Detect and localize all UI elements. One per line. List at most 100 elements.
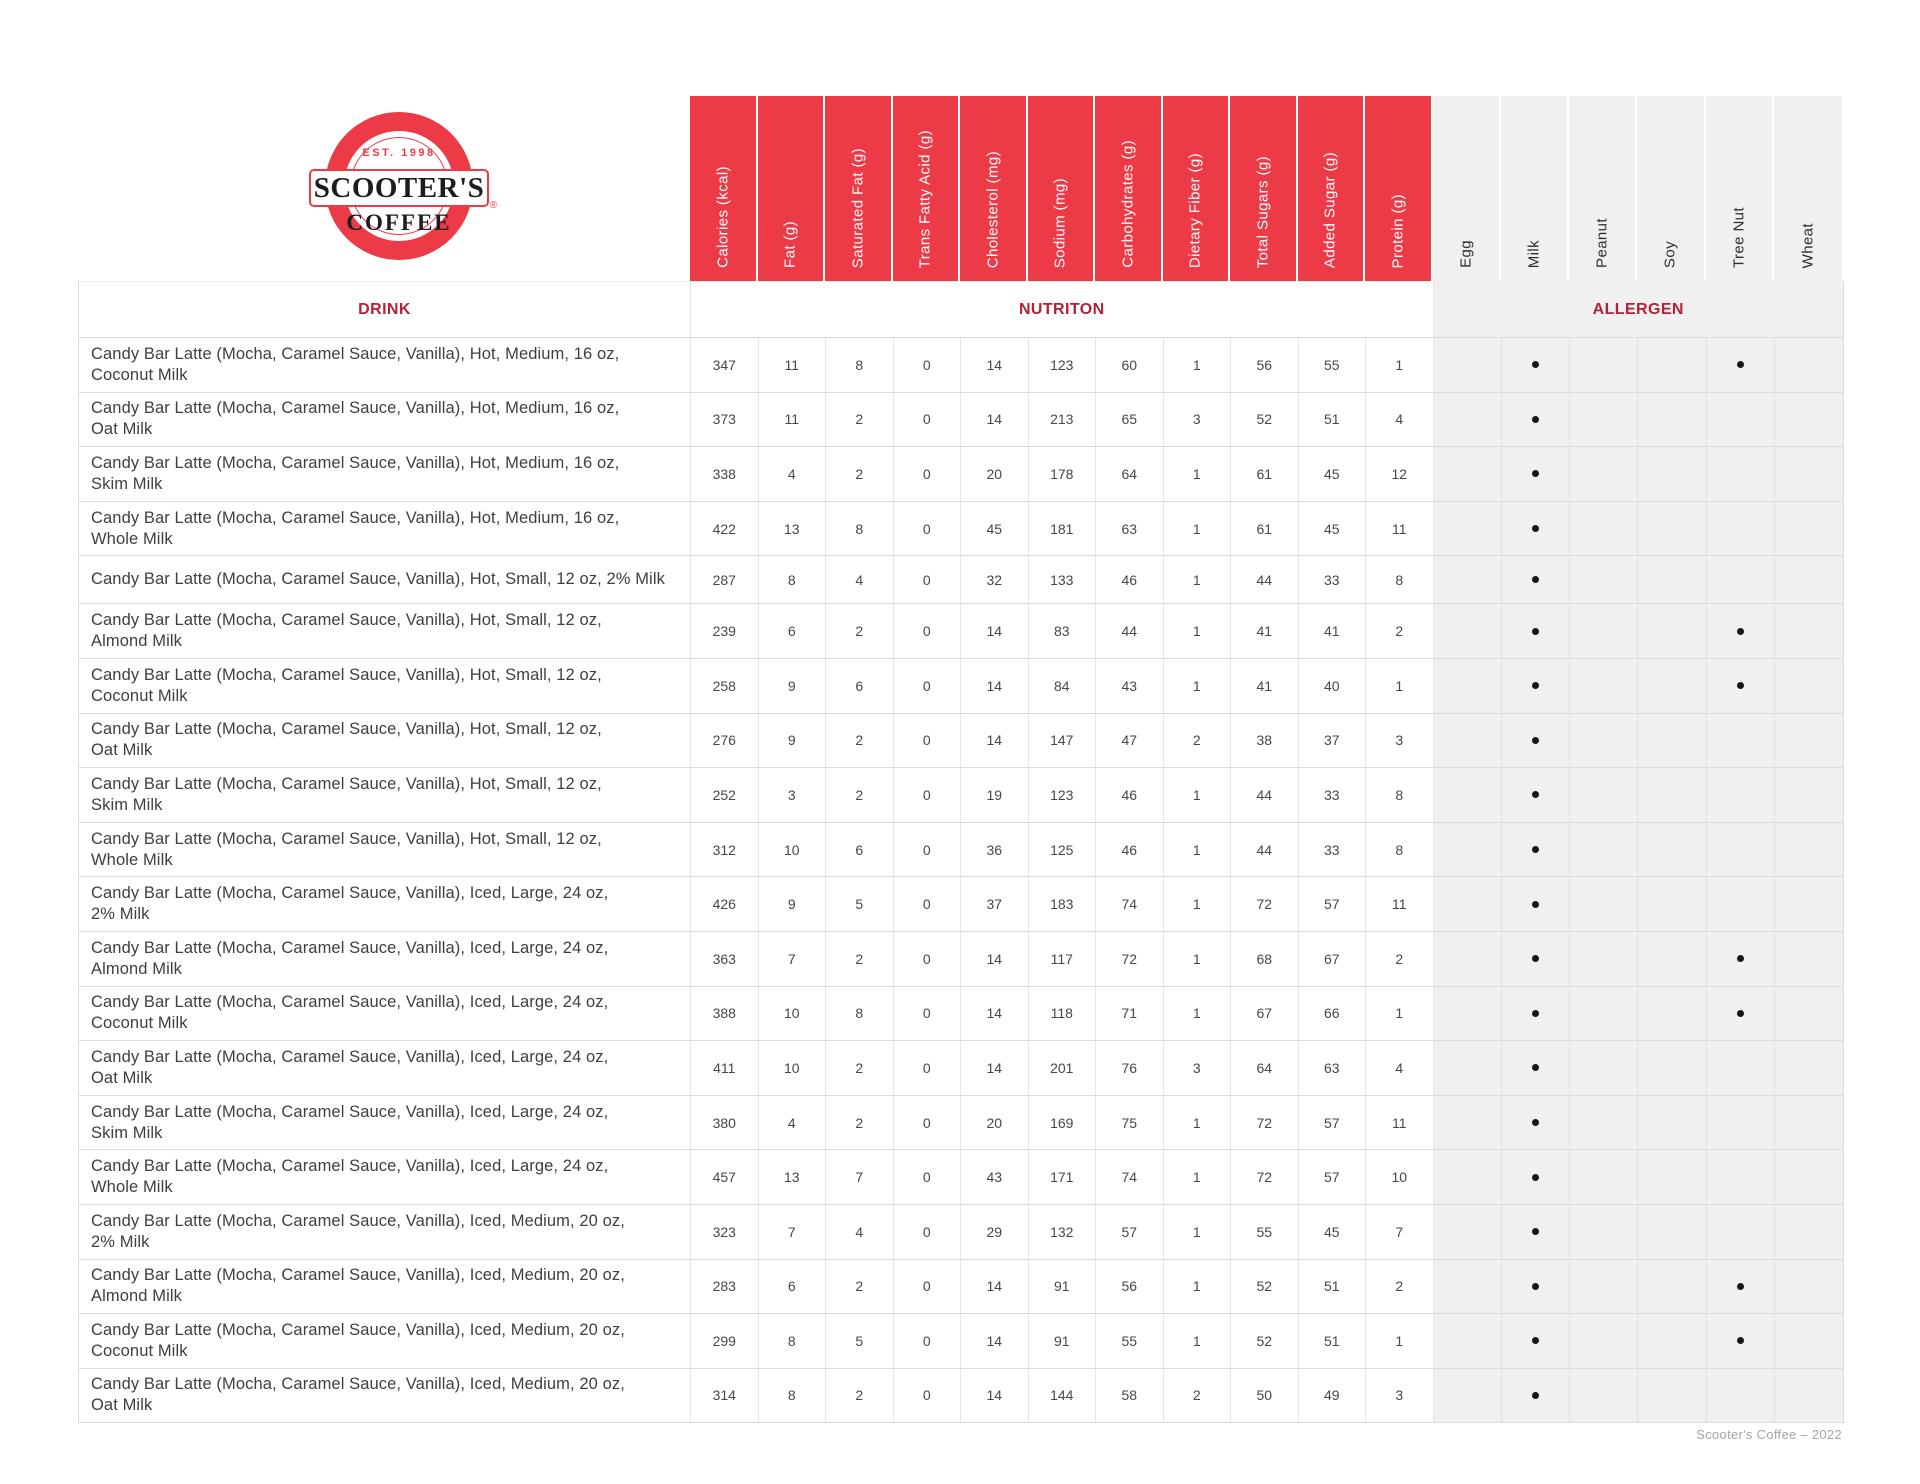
- drink-name-line: Oat Milk: [91, 1068, 153, 1087]
- allergen-cell-egg: [1433, 1259, 1502, 1314]
- nutrition-value: 0: [894, 768, 961, 822]
- nutrition-column-header-5: Sodium (mg): [1027, 96, 1095, 281]
- nutrition-value: 44: [1231, 768, 1299, 822]
- table-row: Candy Bar Latte (Mocha, Caramel Sauce, V…: [79, 604, 1843, 659]
- nutrition-value: 66: [1299, 986, 1366, 1041]
- allergen-dot: [1531, 1337, 1539, 1345]
- nutrition-value: 33: [1299, 822, 1366, 877]
- allergen-cell-milk: [1501, 768, 1570, 822]
- nutrition-value: 338: [691, 447, 759, 501]
- allergen-cell-tree-nut: [1706, 822, 1775, 877]
- nutrition-value: 14: [961, 1368, 1029, 1423]
- drink-name-line: Almond Milk: [91, 632, 182, 651]
- nutrition-value: 68: [1231, 931, 1299, 986]
- nutrition-value: 239: [691, 604, 759, 658]
- nutrition-value: 50: [1231, 1368, 1299, 1423]
- nutrition-value: 61: [1231, 447, 1299, 501]
- nutrition-value: 29: [961, 1204, 1029, 1259]
- nutrition-value: 5: [826, 877, 894, 931]
- allergen-cell-soy: [1638, 877, 1707, 931]
- nutrition-value: 2: [826, 392, 894, 447]
- allergen-dot: [1531, 900, 1539, 908]
- nutrition-value: 1: [1366, 986, 1434, 1041]
- drink-name: Candy Bar Latte (Mocha, Caramel Sauce, V…: [79, 658, 691, 713]
- drink-name: Candy Bar Latte (Mocha, Caramel Sauce, V…: [79, 1259, 691, 1314]
- nutrition-column-header-6: Carbohydrates (g): [1095, 96, 1163, 281]
- column-header-label: Calories (kcal): [714, 166, 732, 268]
- table-row: Candy Bar Latte (Mocha, Caramel Sauce, V…: [79, 986, 1843, 1042]
- drink-name: Candy Bar Latte (Mocha, Caramel Sauce, V…: [79, 713, 691, 768]
- allergen-dot: [1736, 1282, 1744, 1290]
- logo-cell: EST. 1998 SCOOTER'S COFFEE ®: [78, 96, 690, 281]
- allergen-cell-wheat: [1774, 877, 1843, 931]
- drink-name: Candy Bar Latte (Mocha, Caramel Sauce, V…: [79, 447, 691, 501]
- nutrition-value: 43: [1096, 658, 1164, 713]
- nutrition-value: 258: [691, 658, 759, 713]
- nutrition-value: 46: [1096, 768, 1164, 822]
- nutrition-value: 3: [759, 768, 826, 822]
- nutrition-value: 65: [1096, 392, 1164, 447]
- table-row: Candy Bar Latte (Mocha, Caramel Sauce, V…: [79, 501, 1843, 557]
- drink-name-line: Candy Bar Latte (Mocha, Caramel Sauce, V…: [91, 1157, 609, 1176]
- nutrition-value: 3: [1164, 392, 1231, 447]
- allergen-cell-wheat: [1774, 1150, 1843, 1204]
- allergen-cell-egg: [1433, 822, 1502, 877]
- drink-name: Candy Bar Latte (Mocha, Caramel Sauce, V…: [79, 556, 691, 604]
- nutrition-value: 123: [1029, 768, 1096, 822]
- nutrition-value: 1: [1366, 658, 1434, 713]
- allergen-dot: [1531, 415, 1539, 423]
- allergen-cell-soy: [1638, 1368, 1707, 1423]
- nutrition-value: 380: [691, 1095, 759, 1150]
- allergen-cell-peanut: [1570, 1150, 1639, 1204]
- nutrition-value: 75: [1096, 1095, 1164, 1150]
- nutrition-value: 58: [1096, 1368, 1164, 1423]
- nutrition-value: 4: [1366, 392, 1434, 447]
- nutrition-value: 74: [1096, 1150, 1164, 1204]
- footer-credit: Scooter's Coffee – 2022: [1696, 1427, 1842, 1442]
- nutrition-value: 213: [1029, 392, 1096, 447]
- table-row: Candy Bar Latte (Mocha, Caramel Sauce, V…: [79, 931, 1843, 987]
- allergen-dot: [1531, 1173, 1539, 1181]
- allergen-dot: [1531, 470, 1539, 478]
- nutrition-value: 0: [894, 713, 961, 768]
- drink-name-line: Candy Bar Latte (Mocha, Caramel Sauce, V…: [91, 344, 620, 363]
- nutrition-value: 0: [894, 931, 961, 986]
- nutrition-value: 1: [1164, 556, 1231, 604]
- allergen-cell-wheat: [1774, 1204, 1843, 1259]
- nutrition-value: 1: [1164, 1095, 1231, 1150]
- allergen-cell-tree-nut: [1706, 1041, 1775, 1095]
- scooters-coffee-logo: EST. 1998 SCOOTER'S COFFEE ®: [309, 112, 497, 260]
- nutrition-value: 14: [961, 931, 1029, 986]
- nutrition-value: 2: [826, 1095, 894, 1150]
- table-row: Candy Bar Latte (Mocha, Caramel Sauce, V…: [79, 658, 1843, 714]
- allergen-cell-peanut: [1570, 986, 1639, 1041]
- nutrition-value: 20: [961, 1095, 1029, 1150]
- allergen-cell-tree-nut: [1706, 931, 1775, 986]
- allergen-cell-milk: [1501, 392, 1570, 447]
- allergen-cell-wheat: [1774, 501, 1843, 556]
- column-header-label: Sodium (mg): [1051, 177, 1069, 268]
- table-row: Candy Bar Latte (Mocha, Caramel Sauce, V…: [79, 1041, 1843, 1096]
- allergen-cell-peanut: [1570, 822, 1639, 877]
- allergen-cell-egg: [1433, 658, 1502, 713]
- allergen-dot: [1736, 682, 1744, 690]
- allergen-column-header-4: Tree Nut: [1705, 96, 1774, 281]
- nutrition-value: 2: [1164, 1368, 1231, 1423]
- nutrition-value: 46: [1096, 822, 1164, 877]
- allergen-dot: [1531, 1119, 1539, 1127]
- nutrition-value: 1: [1164, 658, 1231, 713]
- drink-name-line: Skim Milk: [91, 1123, 163, 1142]
- nutrition-value: 57: [1299, 877, 1366, 931]
- allergen-cell-milk: [1501, 658, 1570, 713]
- allergen-cell-peanut: [1570, 768, 1639, 822]
- table-row: Candy Bar Latte (Mocha, Caramel Sauce, V…: [79, 877, 1843, 932]
- nutrition-value: 76: [1096, 1041, 1164, 1095]
- nutrition-value: 144: [1029, 1368, 1096, 1423]
- nutrition-value: 1: [1366, 1314, 1434, 1368]
- drink-name-line: Candy Bar Latte (Mocha, Caramel Sauce, V…: [91, 1266, 625, 1285]
- drink-name-line: Skim Milk: [91, 474, 163, 493]
- nutrition-value: 14: [961, 338, 1029, 392]
- drink-name-line: Coconut Milk: [91, 1341, 188, 1360]
- nutrition-value: 13: [759, 501, 826, 556]
- nutrition-value: 45: [1299, 1204, 1366, 1259]
